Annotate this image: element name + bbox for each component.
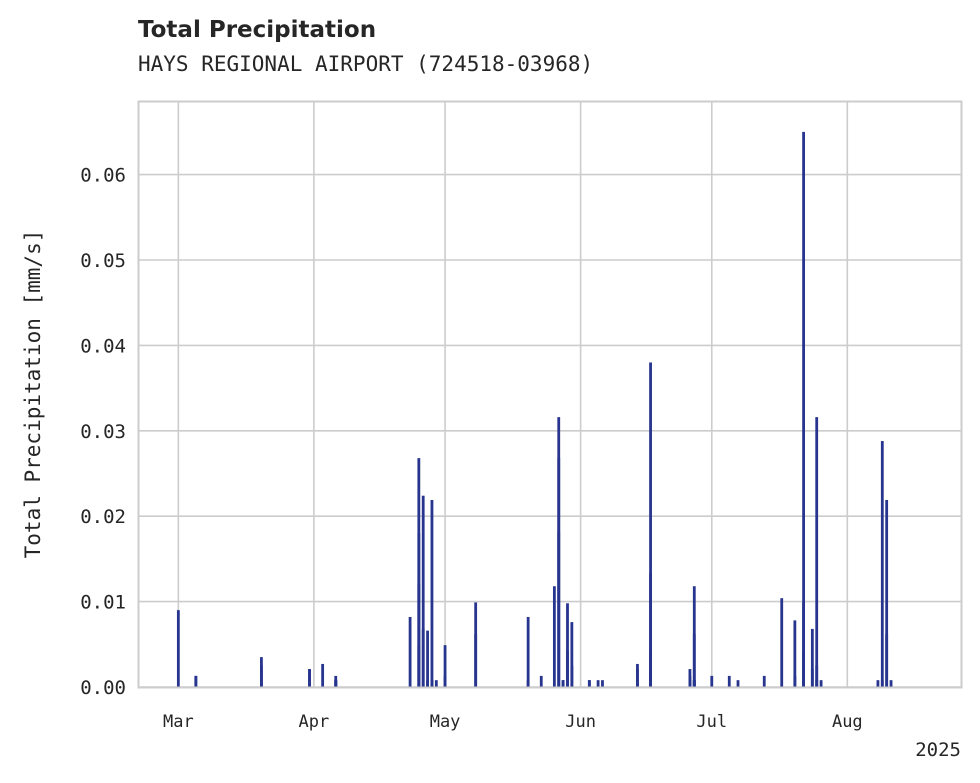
precip-bar	[815, 417, 819, 687]
precip-bar	[802, 680, 805, 687]
precip-bar	[692, 680, 696, 687]
precip-bar	[566, 603, 569, 687]
chart-subtitle: HAYS REGIONAL AIRPORT (724518-03968)	[138, 52, 594, 76]
precip-bar	[561, 680, 565, 687]
x-tick-label: Aug	[832, 712, 863, 732]
precip-bar	[876, 680, 880, 687]
x-tick-label: Apr	[299, 712, 330, 732]
precip-bar	[443, 645, 447, 687]
precip-bar	[443, 675, 447, 687]
precip-bar	[649, 674, 652, 687]
y-tick-label: 0.03	[80, 421, 126, 443]
x-axis-year-label: 2025	[915, 739, 961, 761]
precip-bar	[601, 680, 604, 687]
precip-bar	[810, 669, 814, 687]
precip-bar	[526, 616, 530, 687]
precip-bar	[649, 651, 652, 687]
precip-bar	[649, 573, 652, 687]
precip-bar	[636, 669, 639, 687]
precip-bar	[552, 586, 556, 687]
grid-layer	[139, 102, 961, 688]
x-tick-label: Mar	[163, 712, 194, 732]
precip-bar	[308, 669, 311, 687]
y-tick-label: 0.00	[80, 677, 126, 699]
precip-bar	[815, 680, 819, 687]
precip-bar	[889, 680, 893, 687]
precip-bar	[885, 499, 889, 687]
precip-bar	[587, 680, 591, 687]
precip-bar	[736, 680, 740, 687]
y-tick-label: 0.02	[80, 506, 126, 528]
precip-bar	[802, 651, 805, 687]
precip-bar	[417, 583, 421, 687]
precip-bar	[421, 495, 425, 687]
y-tick-label: 0.05	[80, 250, 126, 272]
precip-bar	[692, 634, 696, 687]
precip-bar	[321, 663, 325, 687]
precip-bar	[430, 499, 434, 687]
x-tick-label: Jul	[696, 712, 727, 732]
precip-bar	[566, 651, 569, 687]
y-axis-label: Total Precipitation [mm/s]	[21, 230, 45, 559]
precip-bar	[426, 630, 429, 687]
bars-layer	[176, 131, 893, 688]
precip-bar	[727, 675, 731, 687]
precip-bar	[710, 675, 714, 687]
precip-bar	[793, 620, 797, 687]
precip-bar	[421, 628, 425, 687]
chart-title: Total Precipitation	[138, 17, 377, 43]
x-tick-label: May	[430, 712, 461, 732]
precip-bar	[810, 628, 814, 687]
precip-bar	[570, 622, 574, 687]
precip-bar	[880, 441, 884, 687]
precip-bar	[819, 680, 823, 687]
ticks-layer: 0.00 0.01 0.02 0.03 0.04 0.05 0.06 Mar Apr May Jun…	[80, 165, 862, 732]
precip-bar	[596, 680, 600, 687]
precip-bar	[780, 598, 784, 687]
precip-bar	[688, 680, 692, 687]
precip-bar	[260, 665, 263, 687]
precip-bar	[334, 680, 338, 687]
precip-bar	[526, 680, 530, 687]
precip-bar	[408, 616, 412, 687]
precip-bar	[762, 675, 766, 687]
precip-bar	[880, 680, 884, 687]
precip-bar	[793, 675, 797, 687]
x-tick-label: Jun	[565, 712, 596, 732]
y-tick-label: 0.04	[80, 335, 126, 357]
precip-bar	[802, 131, 805, 688]
precip-bar	[430, 680, 434, 687]
plot-frame	[137, 100, 963, 689]
y-tick-label: 0.01	[80, 592, 126, 614]
precip-bar	[194, 675, 198, 687]
precip-bar	[434, 680, 438, 687]
precip-bar	[176, 610, 180, 687]
y-tick-label: 0.06	[80, 165, 126, 187]
precip-bar	[539, 675, 543, 687]
precip-bar	[649, 362, 652, 687]
precip-bar	[474, 634, 478, 687]
precip-bar	[557, 531, 561, 687]
precip-bar	[570, 665, 574, 687]
